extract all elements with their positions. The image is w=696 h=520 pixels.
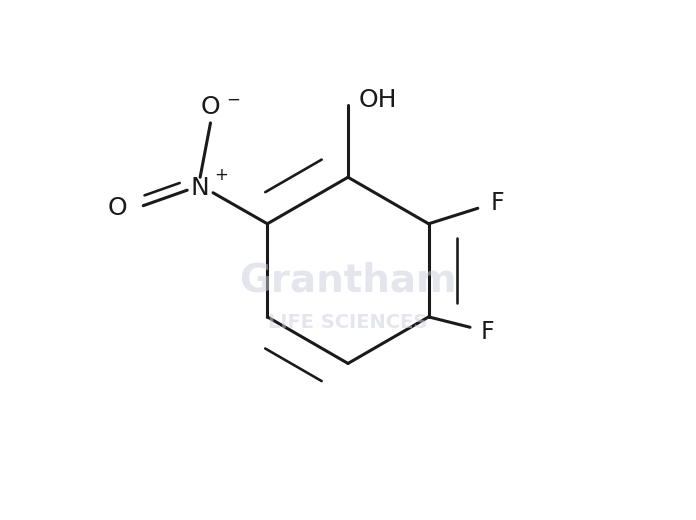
Text: LIFE SCIENCES: LIFE SCIENCES bbox=[269, 313, 427, 332]
Text: +: + bbox=[214, 166, 228, 184]
Text: N: N bbox=[191, 176, 209, 200]
Text: O: O bbox=[200, 95, 221, 120]
Text: F: F bbox=[491, 191, 505, 215]
Text: OH: OH bbox=[358, 88, 397, 112]
Text: Grantham: Grantham bbox=[239, 262, 457, 300]
Text: F: F bbox=[480, 320, 494, 344]
Text: O: O bbox=[108, 196, 128, 220]
Text: −: − bbox=[226, 90, 240, 109]
